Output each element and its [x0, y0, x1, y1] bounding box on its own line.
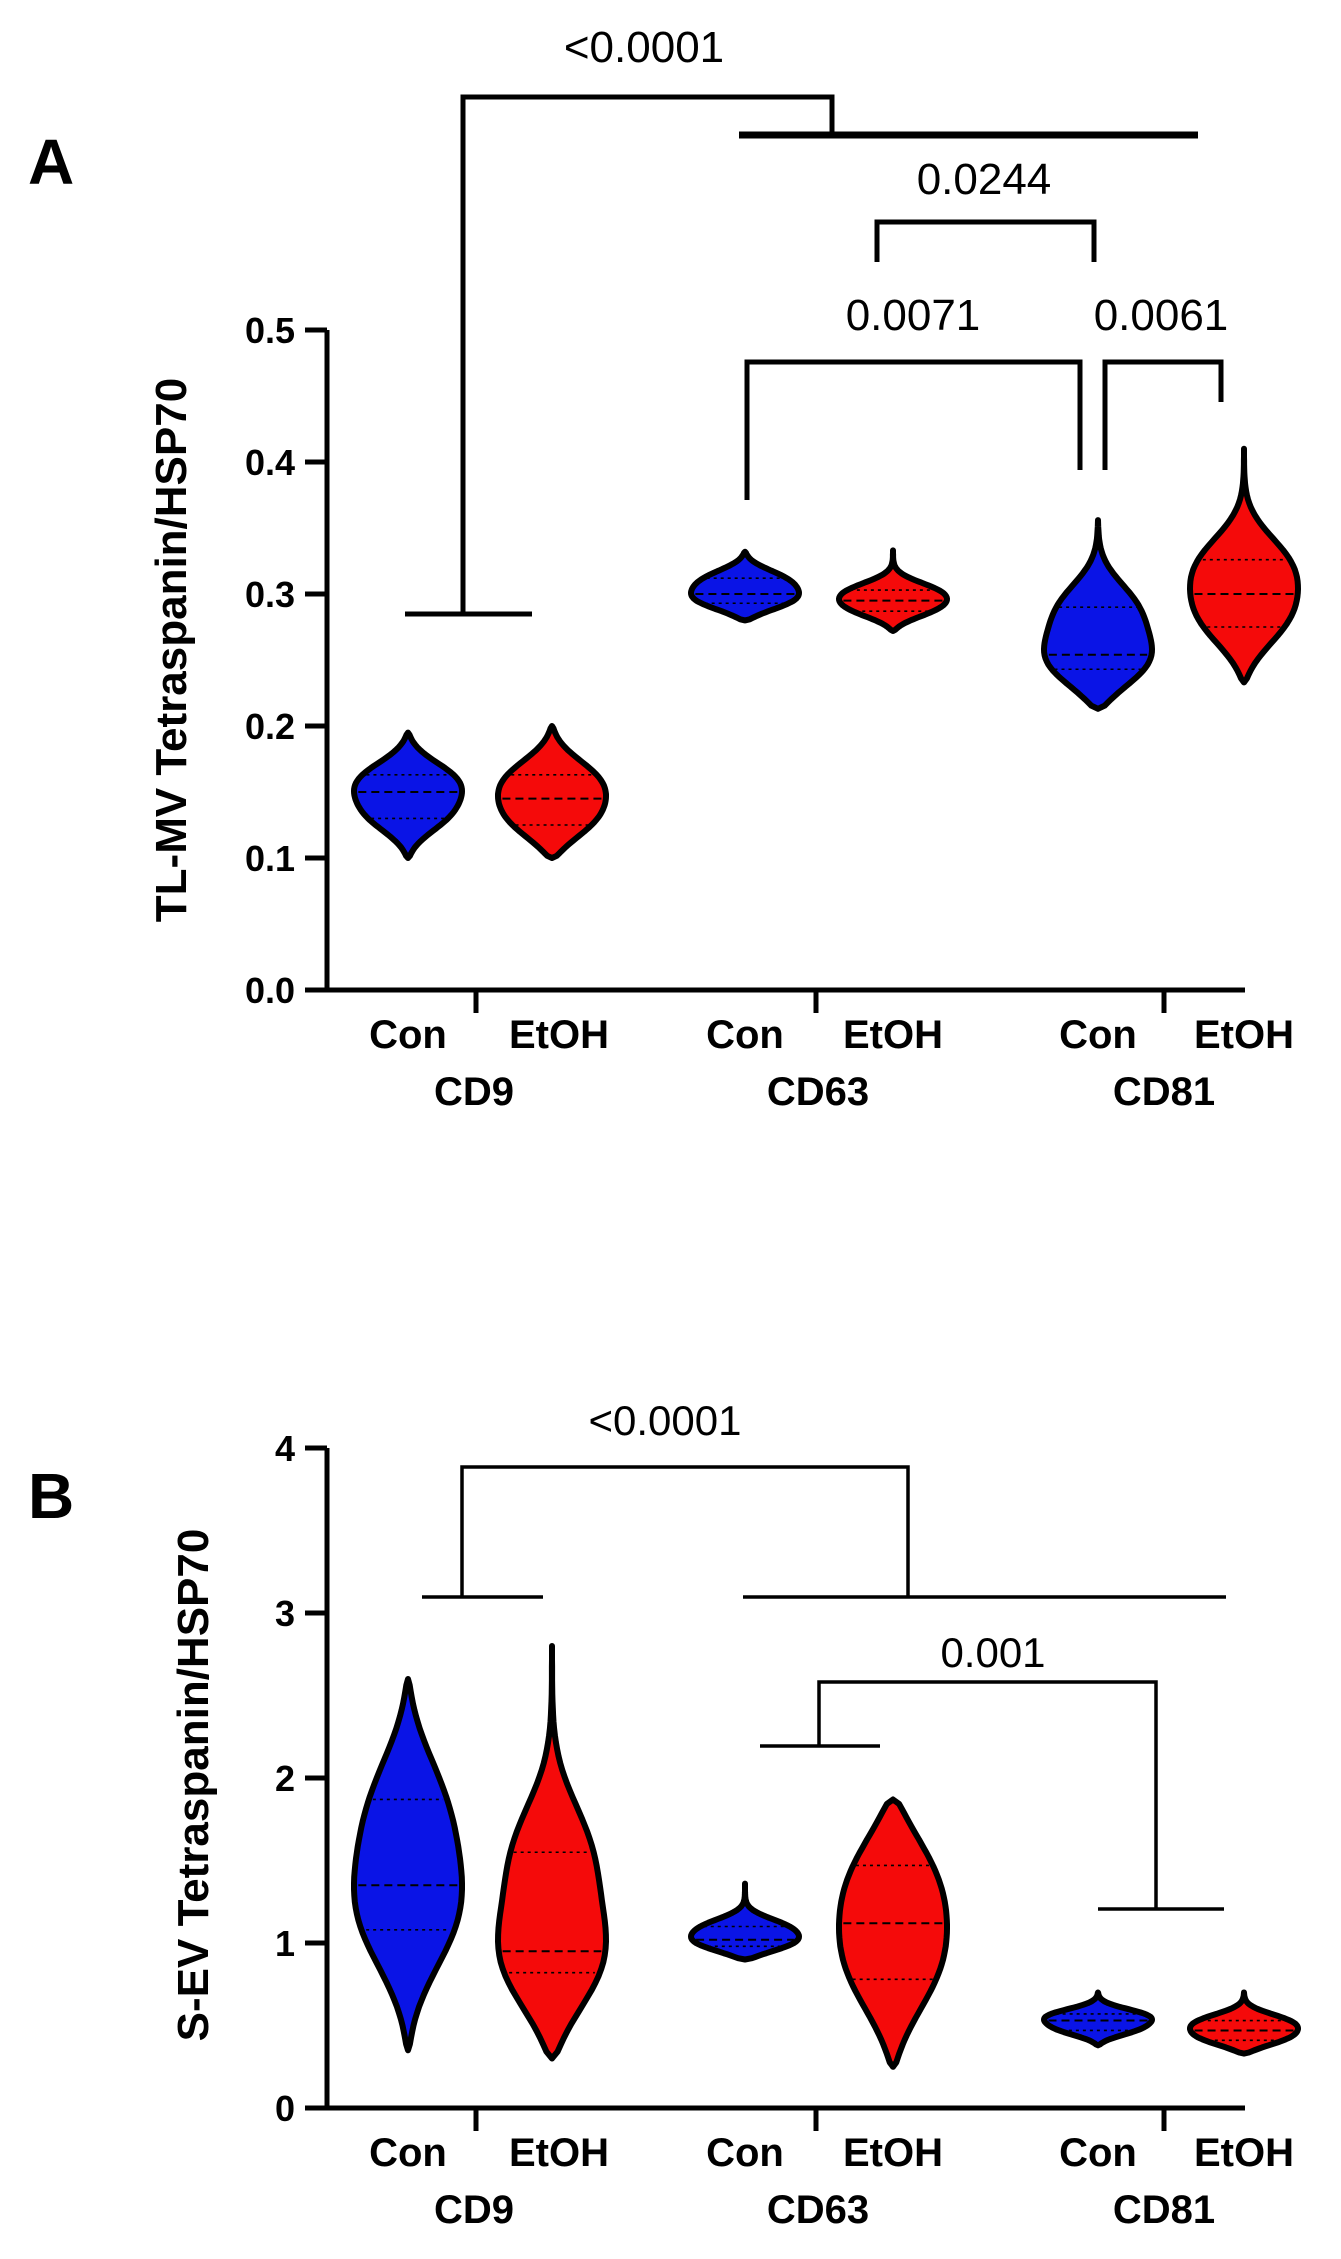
panel-b-label-cd63-con: Con [706, 2131, 784, 2175]
panel-a-y-tick-label-1: 0.1 [245, 838, 295, 879]
panel-a-pvalue-overall: <0.0001 [564, 23, 724, 72]
panel-b-bracket-overall [422, 1465, 910, 1599]
panel-b-y-tick-label-4: 4 [275, 1428, 295, 1469]
panel-b-y-ticks: 0 1 2 3 4 [275, 1428, 327, 2129]
panel-a-pvalue-0.0244: 0.0244 [917, 155, 1052, 204]
panel-a-label-cd81-etoh: EtOH [1194, 1013, 1294, 1057]
panel-b-significance: <0.0001 0.001 [422, 1397, 1226, 1911]
panel-a-y-axis: 0.0 0.1 0.2 0.3 0.4 0.5 [245, 310, 1245, 1011]
panel-a-bracket-0.0244 [874, 219, 1097, 262]
panel-a-label-cd9-etoh: EtOH [509, 1013, 609, 1057]
panel-b-pvalue-0.001: 0.001 [940, 1629, 1045, 1676]
panel-a-label-cd81-con: Con [1059, 1013, 1137, 1057]
panel-a-y-tick-label-0: 0.0 [245, 970, 295, 1011]
panel-b-pvalue-overall: <0.0001 [589, 1397, 742, 1444]
panel-b-y-tick-label-2: 2 [275, 1758, 295, 1799]
panel-a-y-tick-label-3: 0.3 [245, 574, 295, 615]
panel-b-y-axis-label: S-EV Tetraspanin/HSP70 [169, 1529, 218, 2042]
panel-b-violin-cd9-con [351, 1676, 465, 2054]
panel-b-y-tick-label-0: 0 [275, 2088, 295, 2129]
panel-a-group-cd81: CD81 [1113, 1070, 1215, 1114]
panel-b-bracket-0.001 [760, 1680, 1224, 1911]
panel-b-group-cd81: CD81 [1113, 2188, 1215, 2232]
panel-a-bracket-overall [405, 94, 835, 617]
panel-a-label-cd63-con: Con [706, 1013, 784, 1057]
panel-b-violin-cd63-con [688, 1880, 802, 1963]
panel-a-pvalue-0.0061: 0.0061 [1094, 291, 1229, 340]
panel-a-group-cd9: CD9 [434, 1070, 514, 1114]
panel-a-letter: A [28, 126, 74, 198]
panel-a-violin-cd81-con [1041, 517, 1155, 712]
panel-b-label-cd81-etoh: EtOH [1194, 2131, 1294, 2175]
panel-a-group-cd63: CD63 [767, 1070, 869, 1114]
panel-a: A TL-MV Tetraspanin/HSP70 0.00.10.20.30.… [28, 23, 1301, 1114]
panel-b: B S-EV Tetraspanin/HSP70 0 1 2 3 4 Con EtOH … [28, 1397, 1301, 2232]
panel-a-y-axis-label: TL-MV Tetraspanin/HSP70 [147, 378, 196, 922]
panel-b-violin-cd63-etoh [836, 1796, 950, 2070]
panel-a-label-cd9-con: Con [369, 1013, 447, 1057]
panel-b-letter: B [28, 1460, 74, 1532]
panel-a-violin-cd9-etoh [495, 723, 609, 861]
panel-b-label-cd9-etoh: EtOH [509, 2131, 609, 2175]
panel-a-violin-cd81-etoh [1187, 445, 1301, 686]
panel-a-y-ticks: 0.0 0.1 0.2 0.3 0.4 0.5 [245, 310, 327, 1011]
panel-a-significance: <0.0001 0.0244 0.0071 0.0061 [405, 23, 1229, 617]
panel-a-violin-cd9-con [351, 729, 465, 861]
panel-a-label-cd63-etoh: EtOH [843, 1013, 943, 1057]
panel-b-violin-cd81-con [1041, 1989, 1155, 2049]
panel-a-violins [351, 445, 1301, 861]
panel-b-violins [351, 1643, 1301, 2070]
panel-b-y-axis: 0 1 2 3 4 [275, 1428, 1245, 2129]
panel-b-x-axis: Con EtOH Con EtOH Con EtOH CD9 CD63 CD81 [369, 2108, 1294, 2232]
panel-b-group-cd9: CD9 [434, 2188, 514, 2232]
panel-b-label-cd63-etoh: EtOH [843, 2131, 943, 2175]
panel-b-group-cd63: CD63 [767, 2188, 869, 2232]
panel-b-violin-cd81-etoh [1187, 1989, 1301, 2057]
panel-a-x-axis: Con EtOH Con EtOH Con EtOH CD9 CD63 CD81 [369, 990, 1294, 1114]
panel-b-label-cd9-con: Con [369, 2131, 447, 2175]
panel-a-bracket-0.0071 [744, 359, 1083, 500]
panel-a-y-tick-label-5: 0.5 [245, 310, 295, 351]
panel-b-label-cd81-con: Con [1059, 2131, 1137, 2175]
panel-a-y-tick-label-4: 0.4 [245, 442, 295, 483]
panel-a-violin-cd63-con [688, 548, 802, 624]
panel-a-pvalue-0.0071: 0.0071 [846, 291, 981, 340]
panel-a-bracket-0.0061 [1102, 359, 1224, 470]
panel-b-y-tick-label-3: 3 [275, 1593, 295, 1634]
panel-b-violin-cd9-etoh [495, 1643, 609, 2062]
panel-b-y-tick-label-1: 1 [275, 1923, 295, 1964]
panel-a-y-tick-label-2: 0.2 [245, 706, 295, 747]
